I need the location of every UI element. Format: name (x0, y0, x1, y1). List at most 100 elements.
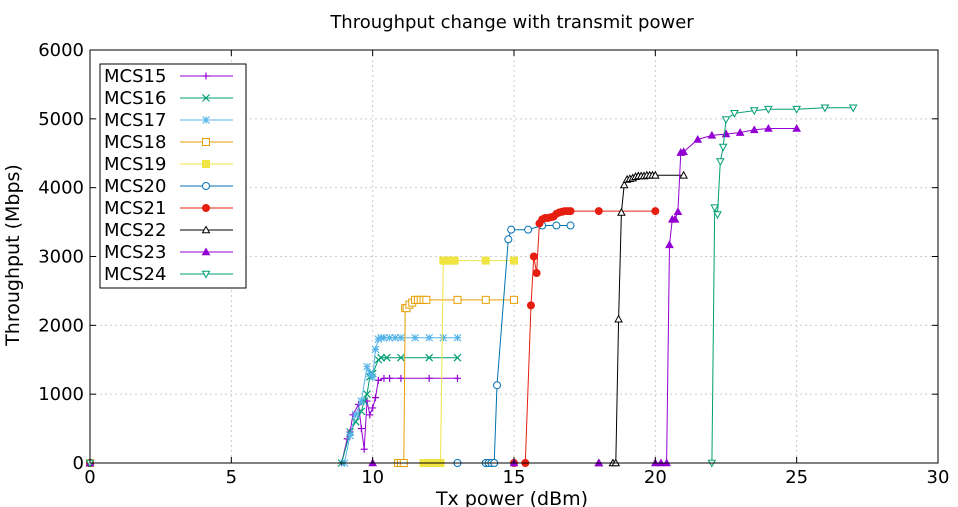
data-point (397, 353, 405, 362)
data-point (792, 123, 802, 132)
data-point (481, 256, 490, 265)
data-point (614, 314, 623, 323)
legend-label: MCS16 (104, 88, 166, 109)
data-point (201, 225, 211, 234)
data-point (453, 374, 461, 382)
data-point (820, 104, 830, 113)
data-point (368, 373, 377, 381)
y-tick-label: 5000 (38, 109, 84, 130)
data-point (749, 107, 759, 116)
data-point (764, 123, 773, 132)
data-point (425, 374, 433, 382)
legend-entry: MCS23 (104, 242, 233, 263)
data-point (201, 270, 211, 279)
data-point (425, 353, 434, 362)
x-tick-label: 10 (361, 467, 384, 488)
data-point (411, 333, 419, 342)
data-point (202, 160, 210, 168)
chart-title: Throughput change with transmit power (329, 12, 694, 33)
data-point (351, 410, 360, 419)
data-point (670, 214, 680, 223)
y-tick-label: 4000 (38, 178, 84, 199)
legend-label: MCS22 (104, 220, 166, 241)
legend-entry: MCS19 (104, 154, 233, 175)
data-point (566, 221, 575, 230)
data-point (510, 295, 518, 304)
data-point (380, 333, 388, 342)
x-tick-label: 15 (503, 467, 526, 488)
x-tick-label: 5 (226, 467, 237, 488)
series-line (90, 299, 514, 464)
data-point (202, 72, 210, 80)
data-point (617, 207, 626, 216)
x-tick-label: 20 (644, 467, 667, 488)
data-point (202, 204, 210, 212)
legend-entry: MCS22 (104, 220, 233, 241)
data-point (848, 104, 858, 113)
legend-entry: MCS17 (104, 110, 233, 131)
series-line (90, 260, 514, 464)
legend-entry: MCS18 (104, 132, 233, 153)
data-point (425, 333, 434, 342)
legend-label: MCS23 (104, 242, 166, 263)
data-point (529, 252, 538, 261)
data-point (679, 170, 688, 179)
data-point (391, 333, 400, 342)
legend-label: MCS24 (104, 264, 166, 285)
legend-label: MCS20 (104, 176, 166, 197)
data-point (552, 221, 561, 230)
data-point (397, 374, 405, 382)
data-point (202, 182, 210, 190)
data-point (650, 170, 660, 179)
data-point (202, 116, 210, 124)
data-point (363, 362, 371, 371)
data-point (357, 407, 366, 416)
x-tick-label: 25 (785, 467, 808, 488)
y-tick-label: 2000 (38, 315, 84, 336)
data-point (422, 295, 431, 304)
data-point (710, 204, 720, 213)
data-point (718, 143, 728, 152)
data-point (665, 240, 674, 249)
legend-label: MCS19 (104, 154, 166, 175)
legend-label: MCS15 (104, 66, 166, 87)
data-point (679, 147, 688, 156)
data-point (346, 431, 354, 440)
series-mcs18 (86, 295, 518, 467)
data-point (619, 180, 629, 189)
y-tick-label: 3000 (38, 247, 84, 268)
data-point (369, 404, 377, 412)
data-point (764, 105, 773, 114)
y-tick-label: 6000 (38, 40, 84, 61)
x-tick-label: 0 (84, 467, 95, 488)
data-point (377, 353, 386, 362)
data-point (792, 105, 802, 114)
data-point (504, 235, 513, 244)
data-point (371, 394, 379, 402)
series-mcs19 (86, 256, 518, 467)
legend-entry: MCS16 (104, 88, 233, 109)
y-tick-label: 1000 (38, 384, 84, 405)
data-point (453, 333, 462, 342)
legend-label: MCS18 (104, 132, 166, 153)
data-point (201, 247, 211, 256)
ticks: 0 5 10 15 20 25 30 0 1000 2000 3000 4000 5000 6000 (38, 40, 949, 488)
data-point (357, 425, 365, 433)
legend-entry: MCS24 (104, 264, 233, 285)
legend: MCS15MCS16MCS17MCS18MCS19MCS20MCS21MCS22… (99, 63, 247, 289)
series-line (90, 377, 458, 464)
data-point (524, 225, 533, 234)
data-point (749, 125, 759, 134)
legend-label: MCS21 (104, 198, 166, 219)
data-point (526, 301, 535, 310)
data-point (693, 134, 703, 143)
data-point (673, 207, 683, 216)
series-mcs24 (85, 104, 858, 468)
data-point (360, 445, 368, 453)
data-point (594, 207, 603, 216)
series-mcs21 (86, 207, 660, 467)
data-point (453, 295, 462, 304)
x-axis-label: Tx power (dBm) (435, 488, 588, 507)
x-tick-label: 30 (927, 467, 950, 488)
data-point (366, 411, 374, 419)
